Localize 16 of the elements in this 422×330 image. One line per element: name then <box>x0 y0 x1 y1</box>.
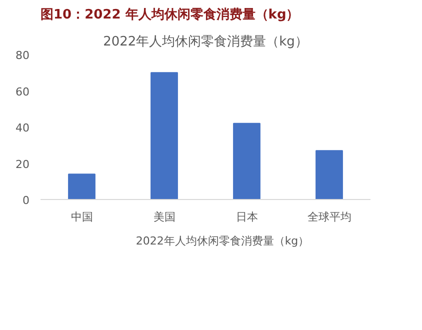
x-tick-label: 全球平均 <box>307 210 352 224</box>
bar <box>233 122 260 200</box>
y-tick-label: 0 <box>22 194 30 207</box>
chart-subtitle: 2022年人均休闲零食消费量（kg） <box>103 34 308 50</box>
x-tick-label: 美国 <box>153 210 176 224</box>
x-tick-label: 中国 <box>70 210 93 224</box>
y-tick-label: 80 <box>16 49 30 62</box>
y-tick-label: 60 <box>16 85 30 98</box>
chart-title: 图10：2022 年人均休闲零食消费量（kg） <box>40 8 300 22</box>
x-tick-label: 日本 <box>236 210 258 224</box>
bar <box>68 174 96 200</box>
bar <box>150 72 178 200</box>
bar <box>316 150 343 200</box>
y-tick-label: 40 <box>16 122 30 134</box>
y-tick-label: 20 <box>16 158 30 171</box>
text: 2022年人均休闲零食消费量（kg） <box>136 234 310 248</box>
